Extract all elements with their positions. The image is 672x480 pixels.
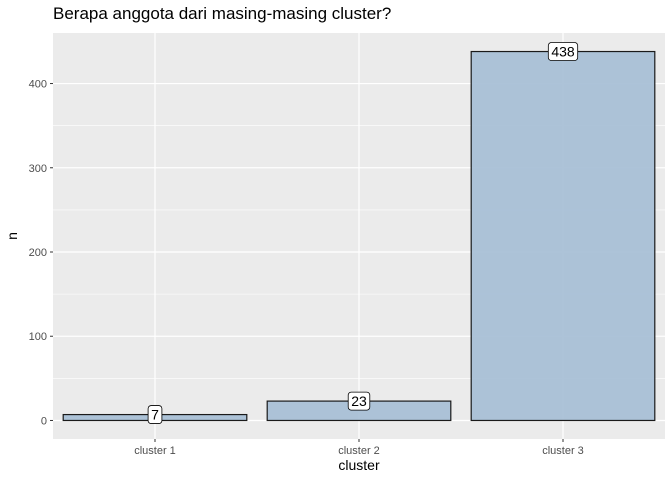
data-labels: 7 23 438 <box>147 42 579 424</box>
chart-title: Berapa anggota dari masing-masing cluste… <box>53 4 392 23</box>
data-label-box <box>547 42 579 61</box>
x-axis: cluster 1 cluster 2 cluster 3 <box>134 439 584 457</box>
y-tick-label: 0 <box>41 415 47 427</box>
bar <box>470 50 656 422</box>
data-label-box <box>347 391 371 411</box>
data-label: 7 <box>147 405 163 424</box>
bars <box>62 50 656 422</box>
x-axis-title: cluster <box>338 457 380 473</box>
y-axis: 0 100 200 300 400 <box>29 79 53 427</box>
x-tick-label: cluster 3 <box>542 445 584 457</box>
y-tick-label: 300 <box>29 163 47 175</box>
data-label-text: 7 <box>151 407 159 423</box>
y-tick-label: 200 <box>29 247 47 259</box>
y-tick-label: 100 <box>29 331 47 343</box>
data-label-box <box>147 405 163 424</box>
y-axis-title: n <box>4 232 20 240</box>
data-label-text: 23 <box>351 393 367 409</box>
data-label: 23 <box>347 391 371 411</box>
y-tick-label: 400 <box>29 79 47 91</box>
x-tick-label: cluster 2 <box>338 445 380 457</box>
x-tick-label: cluster 1 <box>134 445 176 457</box>
data-label: 438 <box>547 42 579 61</box>
data-label-text: 438 <box>551 44 575 60</box>
